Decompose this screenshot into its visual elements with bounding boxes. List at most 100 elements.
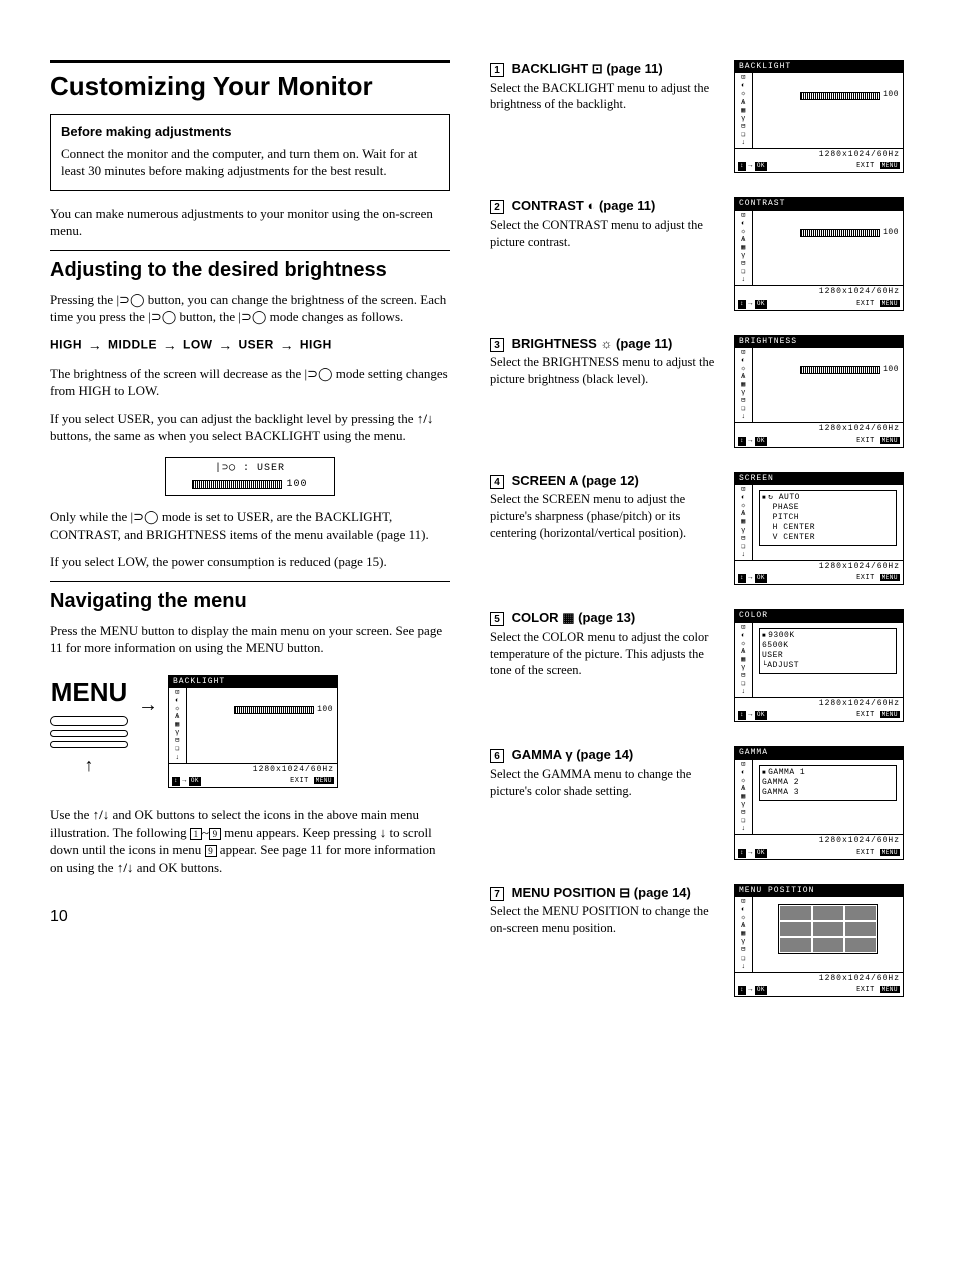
osd-sidebar-icon: ↓	[175, 754, 180, 762]
osd-sidebar-icon: Ѧ	[741, 510, 746, 518]
menu-item-heading: 6 GAMMA γ (page 14)	[490, 746, 722, 764]
updown-icon	[117, 860, 134, 875]
osd-exit-label: EXIT	[856, 437, 875, 445]
osd-icon-column: ⊡◐☼Ѧ▦γ⊟❏↓	[735, 348, 753, 422]
osd-slider-value: 100	[317, 705, 333, 715]
osd-sidebar-icon: ◐	[741, 632, 746, 640]
osd-sidebar-icon: Ѧ	[741, 648, 746, 656]
osd-position-grid	[778, 904, 878, 954]
menu-item-row: 4 SCREEN Ѧ (page 12) Select the SCREEN m…	[490, 472, 904, 585]
osd-exit-label: EXIT	[856, 986, 875, 994]
osd-sidebar-icon: ↓	[741, 551, 746, 559]
osd-list: GAMMA 1GAMMA 2GAMMA 3	[760, 766, 896, 800]
osd-sidebar-icon: ☼	[741, 914, 746, 922]
menu-item-row: 7 MENU POSITION ⊟ (page 14) Select the M…	[490, 884, 904, 997]
osd-title: SCREEN	[735, 473, 903, 485]
menu-item-number: 3	[490, 338, 504, 352]
osd-nav-arrow: →	[748, 986, 753, 995]
osd-sidebar-icon: Ѧ	[741, 236, 746, 244]
menu-item-pageref: (page 11)	[616, 336, 672, 351]
menu-item-desc: Select the MENU POSITION to change the o…	[490, 903, 722, 937]
menu-item-icon: Ѧ	[569, 473, 578, 488]
osd-nav-icon: ↕	[738, 849, 746, 858]
osd-menu-label: MENU	[880, 849, 900, 856]
osd-list: ↻ AUTO PHASE PITCH H CENTER V CENTER	[760, 491, 896, 545]
osd-sidebar-icon: Ѧ	[175, 713, 180, 721]
menu-item-desc: Select the BACKLIGHT menu to adjust the …	[490, 80, 722, 114]
osd-sidebar-icon: ⊡	[175, 689, 180, 697]
osd-icon-column: ⊡◐☼Ѧ▦γ⊟❏↓	[169, 688, 187, 762]
osd-nav-icon: ↕	[738, 986, 746, 995]
menu-item-row: 5 COLOR ▦ (page 13) Select the COLOR men…	[490, 609, 904, 722]
menu-item-heading: 5 COLOR ▦ (page 13)	[490, 609, 722, 627]
menu-big-label: MENU	[51, 675, 128, 710]
osd-panel: BRIGHTNESS ⊡◐☼Ѧ▦γ⊟❏↓ 100 1280x1024/60Hz …	[734, 335, 904, 448]
intro-para: You can make numerous adjustments to you…	[50, 205, 450, 240]
menu-item-icon: ☼	[600, 336, 612, 351]
menu-item-row: 2 CONTRAST ◐ (page 11) Select the CONTRA…	[490, 197, 904, 310]
osd-sidebar-icon: ☼	[741, 777, 746, 785]
osd-exit-label: EXIT	[290, 777, 309, 785]
osd-panel: GAMMA ⊡◐☼Ѧ▦γ⊟❏↓ GAMMA 1GAMMA 2GAMMA 3 12…	[734, 746, 904, 859]
osd-resolution: 1280x1024/60Hz	[735, 697, 903, 710]
right-arrow-icon: →	[138, 695, 158, 715]
osd-list-item: PHASE	[762, 503, 894, 513]
osd-sidebar-icon: ↓	[741, 963, 746, 971]
eco-icon: |⊃◯	[116, 292, 144, 307]
osd-list-item: 6500K	[762, 641, 894, 651]
osd-sidebar-icon: ⊟	[741, 809, 746, 817]
osd-sidebar-icon: ☼	[741, 640, 746, 648]
osd-ok-label: OK	[755, 437, 767, 446]
osd-sidebar-icon: ⊟	[175, 737, 180, 745]
osd-nav-arrow: →	[182, 777, 187, 786]
osd-sidebar-icon: ▦	[741, 793, 746, 801]
menu-item-number: 5	[490, 612, 504, 626]
osd-slider-bar	[800, 366, 880, 374]
osd-sidebar-icon: ⊟	[741, 946, 746, 954]
osd-icon-column: ⊡◐☼Ѧ▦γ⊟❏↓	[735, 73, 753, 147]
osd-ok-label: OK	[189, 777, 201, 786]
menu-diagram: MENU ↑ → BACKLIGHT ⊡◐☼Ѧ▦γ⊟❏↓ 100 1280x10…	[50, 675, 450, 788]
osd-sidebar-icon: γ	[741, 527, 746, 535]
osd-list-item: 9300K	[762, 631, 894, 641]
menu-item-pageref: (page 13)	[578, 610, 635, 625]
osd-sidebar-icon: Ѧ	[741, 922, 746, 930]
boxed-num: 1	[190, 828, 202, 840]
updown-icon	[417, 411, 434, 426]
page-title: Customizing Your Monitor	[50, 69, 450, 104]
section1-title: Adjusting to the desired brightness	[50, 259, 450, 281]
osd-menu-label: MENU	[880, 300, 900, 307]
menu-item-osd: BRIGHTNESS ⊡◐☼Ѧ▦γ⊟❏↓ 100 1280x1024/60Hz …	[734, 335, 904, 448]
osd-sidebar-icon: ◐	[741, 494, 746, 502]
osd-slider-bar	[800, 92, 880, 100]
osd-sidebar-icon: ◐	[741, 769, 746, 777]
osd-list-item: ↻ AUTO	[762, 493, 894, 503]
eco-icon: |⊃◯	[148, 309, 176, 324]
osd-ok-label: OK	[755, 711, 767, 720]
osd-sidebar-icon: ◐	[741, 906, 746, 914]
menu-item-desc: Select the SCREEN menu to adjust the pic…	[490, 491, 722, 542]
menu-item-osd: BACKLIGHT ⊡◐☼Ѧ▦γ⊟❏↓ 100 1280x1024/60Hz ↕…	[734, 60, 904, 173]
osd-panel: SCREEN ⊡◐☼Ѧ▦γ⊟❏↓ ↻ AUTO PHASE PITCH H CE…	[734, 472, 904, 585]
osd-resolution: 1280x1024/60Hz	[735, 148, 903, 161]
menu-item-desc: Select the GAMMA menu to change the pict…	[490, 766, 722, 800]
osd-exit-label: EXIT	[856, 711, 875, 719]
eco-icon: |⊃◯	[238, 309, 266, 324]
osd-menu-label: MENU	[880, 162, 900, 169]
menu-item-pageref: (page 12)	[582, 473, 639, 488]
menu-item-osd: CONTRAST ⊡◐☼Ѧ▦γ⊟❏↓ 100 1280x1024/60Hz ↕ …	[734, 197, 904, 310]
boxed-num: 9	[205, 845, 217, 857]
brightness-sequence: HIGH→MIDDLE→LOW→USER→HIGH	[50, 336, 450, 355]
osd-sidebar-icon: ▦	[741, 381, 746, 389]
eco-icon: |⊃◯	[215, 463, 236, 474]
osd-resolution: 1280x1024/60Hz	[735, 285, 903, 298]
osd-title: BACKLIGHT	[169, 676, 337, 688]
osd-nav-icon: ↕	[738, 300, 746, 309]
osd-resolution: 1280x1024/60Hz	[735, 422, 903, 435]
section1-para3: If you select USER, you can adjust the b…	[50, 410, 450, 445]
osd-title: BACKLIGHT	[735, 61, 903, 73]
osd-sidebar-icon: ⊡	[741, 898, 746, 906]
osd-sidebar-icon: ▦	[741, 656, 746, 664]
osd-sidebar-icon: ❏	[741, 817, 746, 825]
osd-nav-icon: ↕	[738, 437, 746, 446]
